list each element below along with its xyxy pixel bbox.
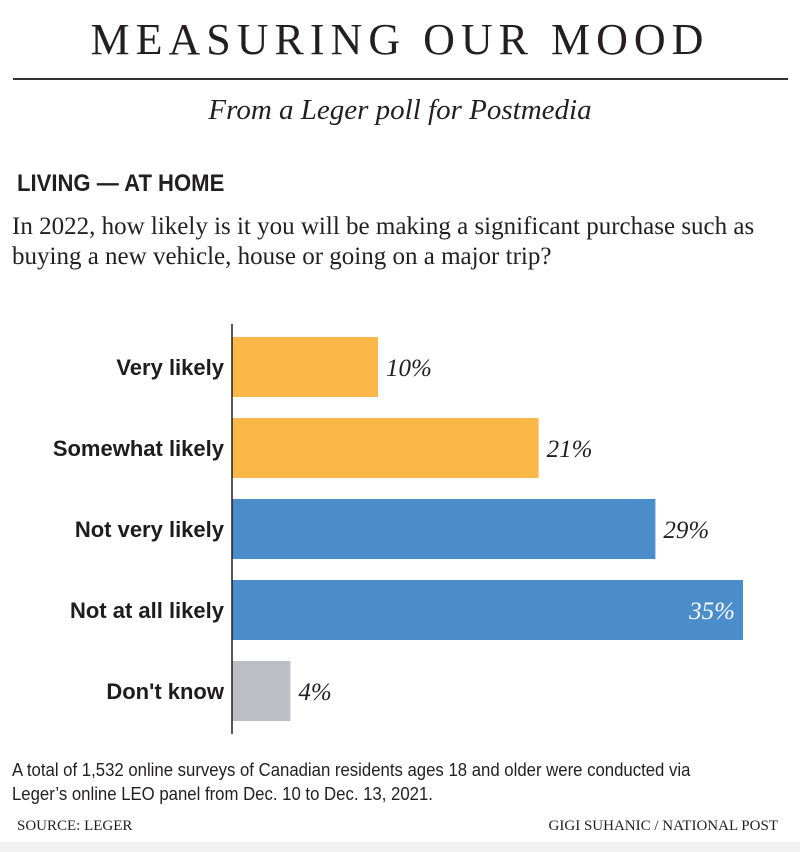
value-label-don-t-know: 4% [298,679,331,706]
bar-not-at-all-likely [232,580,743,640]
value-label-very-likely: 10% [386,355,432,382]
bar-not-very-likely [232,499,656,559]
category-label-somewhat-likely: Somewhat likely [53,436,225,461]
chart-subtitle: From a Leger poll for Postmedia [208,94,592,126]
value-label-somewhat-likely: 21% [547,436,593,463]
source-label: SOURCE: LEGER [17,818,133,834]
value-label-not-very-likely: 29% [663,517,709,544]
bar-chart: Very likely 10% Somewhat likely 21% Not very… [53,324,743,734]
methodology-note: A total of 1,532 online surveys of Canad… [12,760,691,804]
bar-don-t-know [232,661,291,721]
category-label-not-at-all-likely: Not at all likely [70,598,225,623]
value-label-not-at-all-likely: 35% [688,598,735,625]
bar-somewhat-likely [232,418,539,478]
category-label-very-likely: Very likely [116,355,224,380]
category-label-don-t-know: Don't know [106,679,225,704]
section-heading: LIVING — AT HOME [17,170,225,197]
bar-very-likely [232,337,378,397]
credit-label: GIGI SUHANIC / NATIONAL POST [548,818,778,834]
bottom-band [0,842,800,852]
chart-title: MEASURING OUR MOOD [90,15,710,64]
survey-question: In 2022, how likely is it you will be ma… [12,213,755,270]
category-label-not-very-likely: Not very likely [75,517,225,542]
title-divider [13,78,788,80]
